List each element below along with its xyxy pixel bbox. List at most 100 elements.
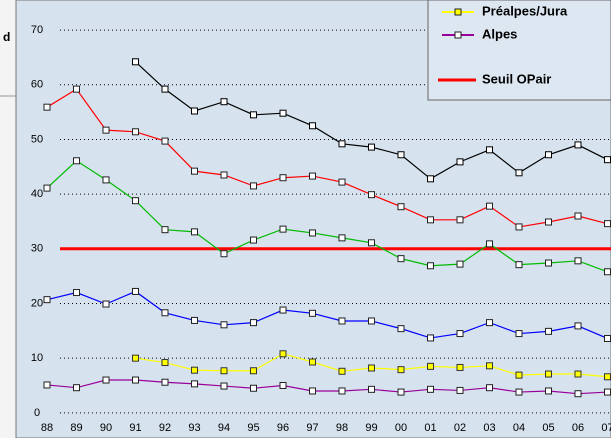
data-point [574,257,582,265]
data-point [427,385,434,393]
x-tick-label: 93 [188,422,200,434]
data-point [161,226,169,234]
data-point [368,364,375,372]
data-point [604,373,611,381]
data-point [250,111,257,119]
data-point [279,350,287,358]
left-panel [0,0,16,438]
data-point [427,216,434,224]
data-point [368,191,375,199]
x-tick-label: 97 [306,422,318,434]
data-point [486,202,493,210]
data-point [161,309,169,317]
data-point [368,143,375,151]
data-point [102,300,110,308]
x-tick-label: 05 [542,422,554,434]
data-point [456,330,464,338]
data-point [486,319,493,327]
data-point [574,370,582,378]
data-point [161,85,169,93]
series-line [46,88,608,228]
data-point [73,157,80,165]
data-point [574,390,582,398]
data-point [368,239,375,247]
data-point [427,362,434,370]
x-tick-label: 07 [601,422,611,434]
x-tick-label: 88 [41,422,53,434]
data-point [397,366,405,374]
data-point [574,141,582,149]
x-tick-label: 98 [336,422,348,434]
data-point [220,367,228,375]
data-point [43,184,51,192]
data-point [309,387,316,395]
data-point [574,322,582,330]
data-point [368,385,375,393]
data-point [309,229,316,237]
x-tick-label: 00 [395,422,407,434]
y-tick-label: 10 [31,352,43,364]
data-point [515,388,523,396]
x-tick-label: 90 [100,422,112,434]
x-tick-label: 06 [572,422,584,434]
data-point [309,172,316,180]
data-point [545,151,552,159]
data-point [102,376,110,384]
data-point [604,156,611,164]
data-point [279,109,287,117]
data-point [309,309,316,317]
legend-marker [454,31,462,39]
data-point [191,228,198,236]
data-point [604,268,611,276]
y-tick-label: 20 [31,297,43,309]
data-point [397,255,405,263]
data-point [397,388,405,396]
data-point [456,158,464,166]
data-point [515,330,523,338]
data-point [43,381,51,389]
x-tick-label: 96 [277,422,289,434]
data-point [427,334,434,342]
series-line [46,290,608,340]
data-point [486,240,493,248]
data-point [220,382,228,390]
data-point [456,260,464,268]
data-point [102,176,110,184]
data-point [574,212,582,220]
x-tick-label: 04 [513,422,525,434]
data-point [368,317,375,325]
data-point [486,384,493,392]
x-tick-label: 92 [159,422,171,434]
data-point [427,175,434,183]
y-tick-label: 0 [34,407,40,419]
data-point [309,122,316,130]
data-point [486,362,493,370]
x-tick-label: 95 [247,422,259,434]
x-tick-label: 89 [70,422,82,434]
data-point [73,85,80,93]
data-point [132,376,139,384]
data-point [250,384,257,392]
data-point [545,327,552,335]
data-point [161,137,169,145]
data-point [515,371,523,379]
data-point [456,363,464,371]
data-point [309,358,316,366]
data-point [220,98,228,106]
data-point [515,169,523,177]
data-point [456,386,464,394]
x-tick-label: 94 [218,422,230,434]
data-point [191,316,198,324]
data-point [338,317,346,325]
data-point [545,218,552,226]
y-tick-label: 40 [31,188,43,200]
data-point [191,380,198,388]
data-point [43,296,51,304]
data-point [132,354,139,362]
data-point [604,334,611,342]
series-line [46,379,608,395]
data-point [73,289,80,297]
data-point [73,384,80,392]
data-point [279,174,287,182]
